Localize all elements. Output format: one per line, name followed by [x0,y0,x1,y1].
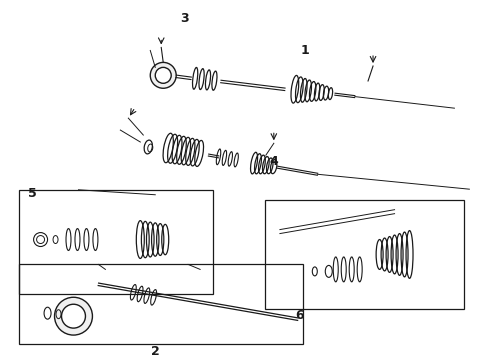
Text: 2: 2 [151,345,160,357]
Bar [265,200,465,309]
Circle shape [155,67,171,83]
Text: 6: 6 [295,309,304,322]
Text: 3: 3 [180,12,189,25]
Circle shape [150,62,176,88]
Bar [19,190,213,294]
Bar [19,265,303,344]
Text: 4: 4 [270,156,278,168]
Circle shape [54,297,93,335]
Text: 5: 5 [28,187,37,200]
Text: 1: 1 [300,44,309,57]
Circle shape [62,304,85,328]
